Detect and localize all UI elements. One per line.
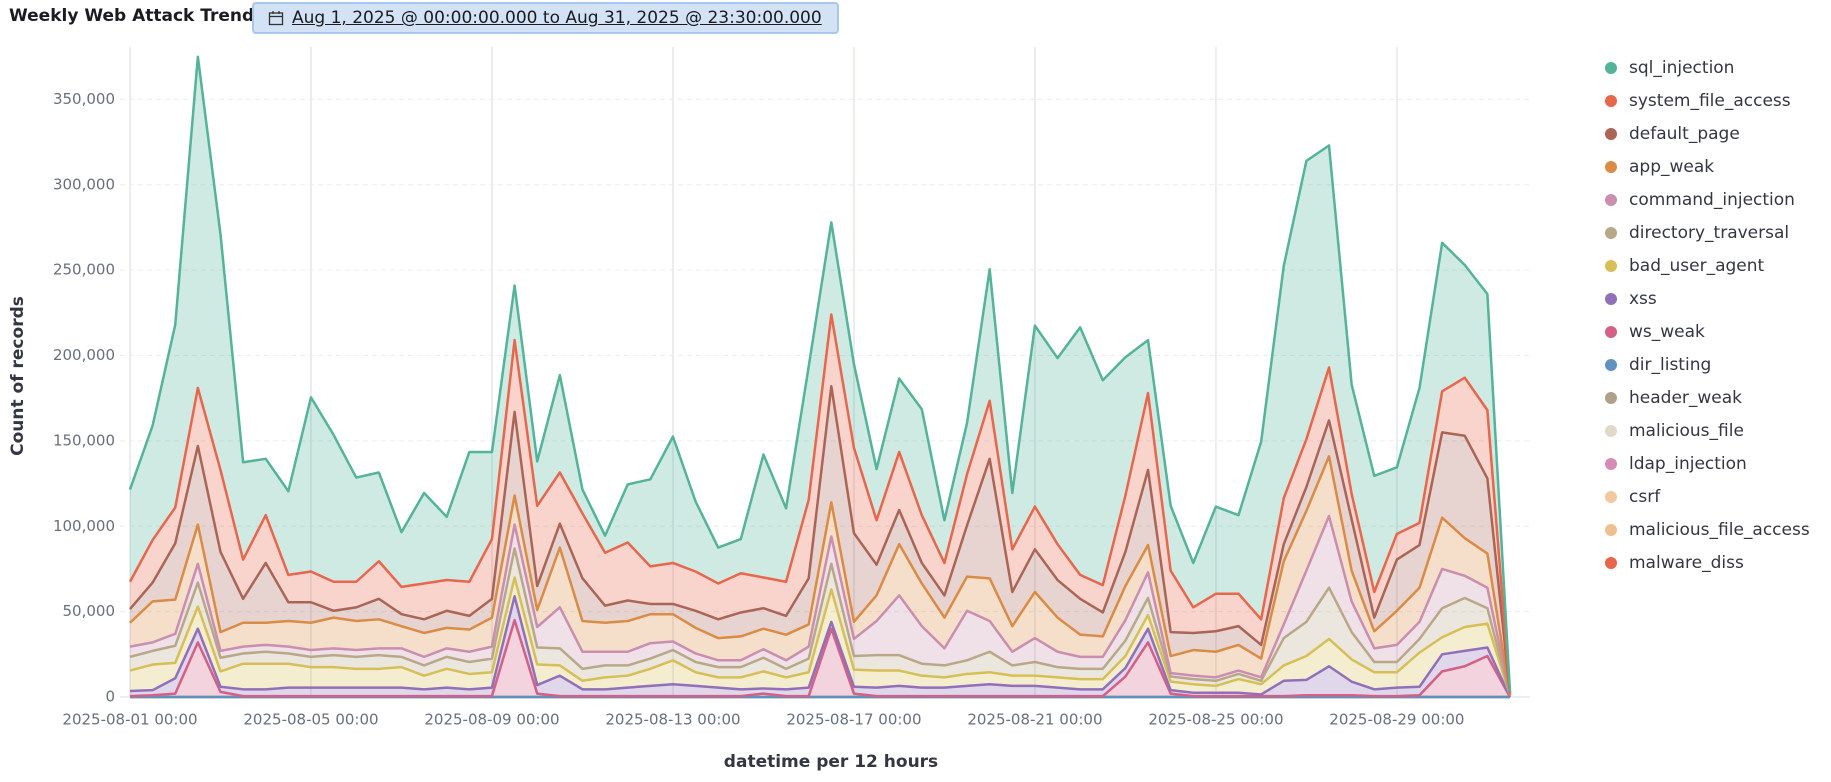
- legend-marker: [1605, 260, 1617, 272]
- legend-label[interactable]: csrf: [1629, 487, 1661, 507]
- x-tick-label: 2025-08-05 00:00: [243, 711, 378, 729]
- legend-marker: [1605, 524, 1617, 536]
- legend-label[interactable]: ws_weak: [1629, 322, 1705, 342]
- legend-marker: [1605, 293, 1617, 305]
- legend-marker: [1605, 62, 1617, 74]
- y-tick-label: 100,000: [53, 517, 115, 535]
- legend-label[interactable]: bad_user_agent: [1629, 256, 1765, 276]
- legend-marker: [1605, 359, 1617, 371]
- y-axis-title: Count of records: [8, 296, 28, 456]
- legend-marker: [1605, 326, 1617, 338]
- legend-marker: [1605, 392, 1617, 404]
- date-range-picker[interactable]: Aug 1, 2025 @ 00:00:00.000 to Aug 31, 20…: [252, 2, 839, 34]
- date-range[interactable]: Aug 1, 2025 @ 00:00:00.000 to Aug 31, 20…: [292, 8, 822, 28]
- x-axis-title: datetime per 12 hours: [724, 752, 938, 772]
- y-tick-label: 50,000: [63, 602, 116, 620]
- legend-marker: [1605, 557, 1617, 569]
- area-line: [129, 384, 1512, 694]
- legend-label[interactable]: app_weak: [1629, 157, 1714, 177]
- area-line: [129, 514, 1512, 696]
- x-tick-label: 2025-08-21 00:00: [967, 711, 1102, 729]
- x-tick-label: 2025-08-09 00:00: [424, 711, 559, 729]
- y-tick-label: 0: [105, 688, 115, 706]
- x-tick-label: 2025-08-01 00:00: [62, 711, 197, 729]
- area-line: [129, 595, 1512, 698]
- legend-label[interactable]: malicious_file: [1629, 421, 1744, 441]
- x-tick-label: 2025-08-25 00:00: [1148, 711, 1283, 729]
- x-tick-label: 2025-08-13 00:00: [605, 711, 740, 729]
- area-fill: [130, 56, 1510, 694]
- legend-label[interactable]: xss: [1629, 289, 1657, 309]
- area-fill: [130, 386, 1510, 696]
- legend-label[interactable]: malicious_file_access: [1629, 520, 1810, 540]
- legend-label[interactable]: command_injection: [1629, 190, 1795, 210]
- x-tick-label: 2025-08-17 00:00: [786, 711, 921, 729]
- legend-label[interactable]: system_file_access: [1629, 91, 1791, 111]
- legend-label[interactable]: header_weak: [1629, 388, 1742, 408]
- legend-marker: [1605, 458, 1617, 470]
- area-line: [128, 313, 1512, 694]
- legend-marker: [1605, 194, 1617, 206]
- y-tick-label: 150,000: [53, 431, 115, 449]
- area-line: [128, 55, 1512, 692]
- calendar-icon: [268, 11, 284, 26]
- legend-marker: [1605, 161, 1617, 173]
- legend-marker: [1605, 95, 1617, 107]
- legend-label[interactable]: ldap_injection: [1629, 454, 1747, 474]
- area-lines: [128, 55, 1512, 699]
- area-line: [129, 547, 1512, 696]
- area-line: [129, 618, 1512, 698]
- legend-marker: [1605, 227, 1617, 239]
- y-tick-label: 300,000: [53, 175, 115, 193]
- legend-marker: [1605, 425, 1617, 437]
- area-fill: [130, 456, 1510, 696]
- legend-marker: [1605, 128, 1617, 140]
- legend-marker: [1605, 491, 1617, 503]
- area-fill: [130, 620, 1510, 697]
- panel-title: Weekly Web Attack Trends: [9, 6, 265, 26]
- legend-label[interactable]: malware_diss: [1629, 553, 1744, 573]
- area-fills: [130, 56, 1510, 697]
- x-tick-label: 2025-08-29 00:00: [1329, 711, 1464, 729]
- area-line: [129, 576, 1512, 696]
- legend-label[interactable]: sql_injection: [1629, 58, 1734, 78]
- area-line: [129, 455, 1512, 696]
- area-fill: [130, 314, 1510, 694]
- y-tick-label: 200,000: [53, 346, 115, 364]
- y-tick-label: 250,000: [53, 261, 115, 279]
- y-tick-label: 350,000: [53, 90, 115, 108]
- legend-label[interactable]: default_page: [1629, 124, 1740, 144]
- legend-label[interactable]: directory_traversal: [1629, 223, 1789, 243]
- legend-label[interactable]: dir_listing: [1629, 355, 1711, 375]
